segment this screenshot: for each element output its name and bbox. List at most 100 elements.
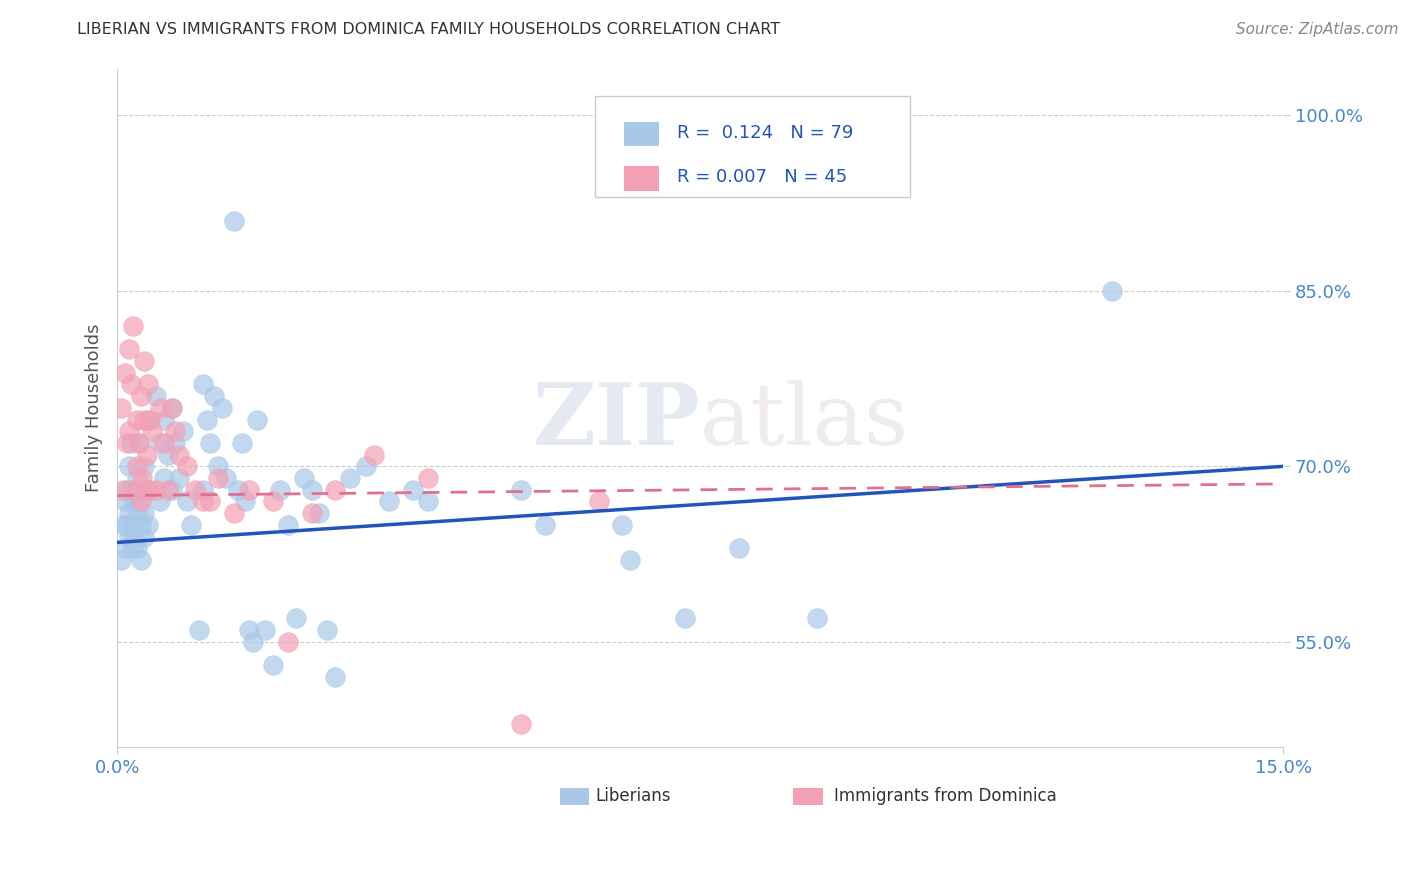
Point xyxy=(114,494,136,508)
Point xyxy=(612,517,634,532)
Point xyxy=(112,517,135,532)
Text: Immigrants from Dominica: Immigrants from Dominica xyxy=(834,787,1057,805)
Point xyxy=(136,483,159,497)
Point xyxy=(262,658,284,673)
Point xyxy=(124,530,146,544)
Point xyxy=(169,448,191,462)
Point xyxy=(149,401,172,415)
Point xyxy=(222,506,245,520)
Point xyxy=(110,553,132,567)
FancyBboxPatch shape xyxy=(624,166,659,191)
Point xyxy=(124,494,146,508)
Point xyxy=(673,611,696,625)
Point xyxy=(176,494,198,508)
Point xyxy=(160,401,183,415)
Point xyxy=(145,389,167,403)
Point xyxy=(277,635,299,649)
Point xyxy=(125,541,148,556)
Point xyxy=(134,459,156,474)
Point xyxy=(191,377,214,392)
Point xyxy=(165,424,187,438)
Point xyxy=(129,494,152,508)
Point xyxy=(121,517,143,532)
Point xyxy=(184,483,207,497)
Text: Source: ZipAtlas.com: Source: ZipAtlas.com xyxy=(1236,22,1399,37)
Point xyxy=(120,436,142,450)
Point xyxy=(128,494,150,508)
Point xyxy=(118,424,141,438)
Point xyxy=(200,494,222,508)
Point xyxy=(112,483,135,497)
Text: R =  0.124   N = 79: R = 0.124 N = 79 xyxy=(676,124,853,143)
Point xyxy=(510,483,533,497)
Point xyxy=(301,483,323,497)
Point xyxy=(134,412,156,426)
Point xyxy=(316,623,339,637)
Point xyxy=(121,318,143,333)
Point xyxy=(323,670,346,684)
Point xyxy=(120,483,142,497)
Point xyxy=(141,424,163,438)
Point xyxy=(115,436,138,450)
Point xyxy=(121,541,143,556)
Text: LIBERIAN VS IMMIGRANTS FROM DOMINICA FAMILY HOUSEHOLDS CORRELATION CHART: LIBERIAN VS IMMIGRANTS FROM DOMINICA FAM… xyxy=(77,22,780,37)
Point xyxy=(211,401,233,415)
Point xyxy=(242,635,264,649)
Point xyxy=(125,506,148,520)
Point xyxy=(588,494,610,508)
Point xyxy=(246,412,269,426)
Point xyxy=(416,471,439,485)
Point xyxy=(235,494,257,508)
Point xyxy=(124,483,146,497)
Point xyxy=(115,517,138,532)
Point xyxy=(238,483,260,497)
Point xyxy=(180,517,202,532)
Point xyxy=(131,471,153,485)
Point xyxy=(187,623,209,637)
Point xyxy=(191,483,214,497)
Point xyxy=(226,483,249,497)
Point xyxy=(176,459,198,474)
FancyBboxPatch shape xyxy=(624,122,659,146)
Point xyxy=(339,471,361,485)
Point xyxy=(156,483,179,497)
Point xyxy=(129,517,152,532)
Point xyxy=(172,424,194,438)
Point xyxy=(129,483,152,497)
Y-axis label: Family Households: Family Households xyxy=(86,324,103,492)
Point xyxy=(222,213,245,227)
Point xyxy=(238,623,260,637)
Point xyxy=(363,448,385,462)
Point xyxy=(416,494,439,508)
Point xyxy=(156,448,179,462)
Point xyxy=(533,517,555,532)
Point xyxy=(160,483,183,497)
Point xyxy=(277,517,299,532)
Text: R = 0.007   N = 45: R = 0.007 N = 45 xyxy=(676,169,846,186)
Text: Liberians: Liberians xyxy=(595,787,671,805)
Point xyxy=(129,553,152,567)
Point xyxy=(200,436,222,450)
Point xyxy=(153,471,176,485)
Point xyxy=(134,354,156,368)
Point xyxy=(134,530,156,544)
Point xyxy=(118,530,141,544)
Point xyxy=(262,494,284,508)
Point xyxy=(153,436,176,450)
FancyBboxPatch shape xyxy=(793,788,823,805)
Point xyxy=(806,611,828,625)
Point xyxy=(118,343,141,357)
Point xyxy=(136,517,159,532)
Point xyxy=(120,377,142,392)
Point xyxy=(125,412,148,426)
Point xyxy=(191,494,214,508)
Point xyxy=(118,459,141,474)
Point xyxy=(195,412,218,426)
Text: atlas: atlas xyxy=(700,380,910,463)
Point xyxy=(128,436,150,450)
Point xyxy=(136,483,159,497)
Point xyxy=(202,389,225,403)
Point xyxy=(149,436,172,450)
Point xyxy=(115,483,138,497)
Point xyxy=(125,471,148,485)
